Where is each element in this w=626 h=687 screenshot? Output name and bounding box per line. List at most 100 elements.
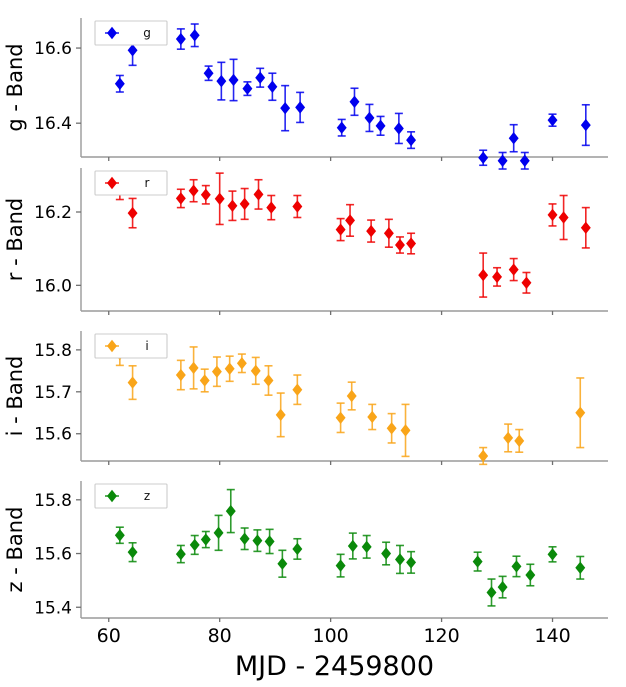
data-point xyxy=(558,194,569,241)
marker-diamond xyxy=(127,376,138,389)
data-point xyxy=(203,65,214,82)
data-point xyxy=(345,203,356,237)
marker-diamond xyxy=(250,364,261,378)
marker-diamond xyxy=(236,357,247,370)
data-point xyxy=(114,74,125,93)
data-point xyxy=(225,488,236,534)
y-axis-label: g - Band xyxy=(3,43,27,131)
data-point xyxy=(114,526,125,545)
marker-diamond xyxy=(175,368,186,382)
data-point xyxy=(335,217,346,242)
data-point xyxy=(335,402,346,434)
data-point xyxy=(189,23,200,48)
data-point xyxy=(406,131,417,150)
data-point xyxy=(508,257,519,282)
data-point xyxy=(175,28,186,50)
data-point xyxy=(406,232,417,255)
marker-diamond xyxy=(188,361,199,375)
marker-diamond xyxy=(264,535,275,548)
marker-diamond xyxy=(252,534,263,547)
data-point xyxy=(275,392,286,438)
marker-diamond xyxy=(114,77,125,90)
data-point xyxy=(375,115,386,137)
marker-diamond xyxy=(514,434,525,448)
data-point xyxy=(214,172,225,226)
y-tick-label: 15.4 xyxy=(34,598,72,618)
panel-g-band: 16.4 16.6 g - Band g xyxy=(3,18,608,170)
marker-diamond xyxy=(263,374,274,387)
y-axis-label: i - Band xyxy=(3,356,27,437)
data-point xyxy=(547,546,558,563)
data-point xyxy=(519,151,530,170)
data-point xyxy=(175,544,186,564)
marker-diamond xyxy=(347,539,358,553)
data-point xyxy=(346,381,357,411)
data-point xyxy=(472,551,483,572)
marker-diamond xyxy=(547,208,558,222)
data-point xyxy=(395,236,405,254)
marker-diamond xyxy=(114,529,125,542)
x-axis-label: MJD - 2459800 xyxy=(235,651,434,682)
marker-diamond xyxy=(345,214,356,227)
y-tick-label: 15.8 xyxy=(34,491,72,511)
marker-diamond xyxy=(189,538,200,552)
data-point xyxy=(503,423,514,453)
marker-diamond xyxy=(216,74,227,88)
y-tick-label: 16.6 xyxy=(34,39,72,59)
x-tick-label: 60 xyxy=(97,625,121,647)
marker-diamond xyxy=(227,199,238,212)
marker-diamond xyxy=(503,431,514,445)
data-point xyxy=(478,252,489,298)
data-point xyxy=(292,374,303,406)
marker-diamond xyxy=(361,540,372,554)
data-point xyxy=(580,103,591,147)
data-point xyxy=(252,529,263,553)
data-point xyxy=(514,428,525,453)
data-point xyxy=(478,149,489,167)
data-point xyxy=(263,365,274,396)
marker-diamond xyxy=(580,118,591,132)
marker-diamond xyxy=(188,184,199,197)
marker-diamond xyxy=(521,276,532,289)
x-tick-label: 140 xyxy=(534,625,570,647)
legend-label: z xyxy=(144,489,150,503)
data-point xyxy=(393,112,404,145)
data-point xyxy=(175,359,186,391)
data-point xyxy=(200,184,211,205)
marker-diamond xyxy=(558,211,569,224)
data-point xyxy=(406,550,417,574)
marker-diamond xyxy=(127,206,138,220)
marker-diamond xyxy=(580,221,591,234)
marker-diamond xyxy=(127,545,138,559)
marker-diamond xyxy=(406,556,417,569)
data-point xyxy=(335,553,346,578)
data-point xyxy=(497,575,508,599)
legend-box xyxy=(94,483,168,509)
data-point xyxy=(224,355,235,383)
marker-diamond xyxy=(472,555,483,568)
data-point xyxy=(277,549,288,578)
marker-diamond xyxy=(255,71,266,84)
data-point xyxy=(383,218,394,248)
marker-diamond xyxy=(267,80,278,93)
data-point xyxy=(547,203,558,227)
data-point xyxy=(336,118,347,137)
data-point xyxy=(250,356,261,386)
marker-diamond xyxy=(266,201,277,214)
marker-diamond xyxy=(200,188,211,201)
marker-diamond xyxy=(375,119,386,133)
data-point xyxy=(216,61,227,101)
data-point xyxy=(188,178,199,203)
x-tick-label: 80 xyxy=(208,625,232,647)
data-point xyxy=(280,84,291,132)
marker-diamond xyxy=(478,151,489,164)
y-tick-label: 16.4 xyxy=(34,114,72,134)
marker-diamond xyxy=(253,188,264,201)
marker-diamond xyxy=(367,410,378,424)
data-point xyxy=(508,123,519,153)
marker-diamond xyxy=(335,411,346,425)
x-axis-group: 60 80 100 120 140 MJD - 2459800 xyxy=(97,625,571,682)
marker-diamond xyxy=(175,547,186,561)
data-point xyxy=(266,194,277,221)
